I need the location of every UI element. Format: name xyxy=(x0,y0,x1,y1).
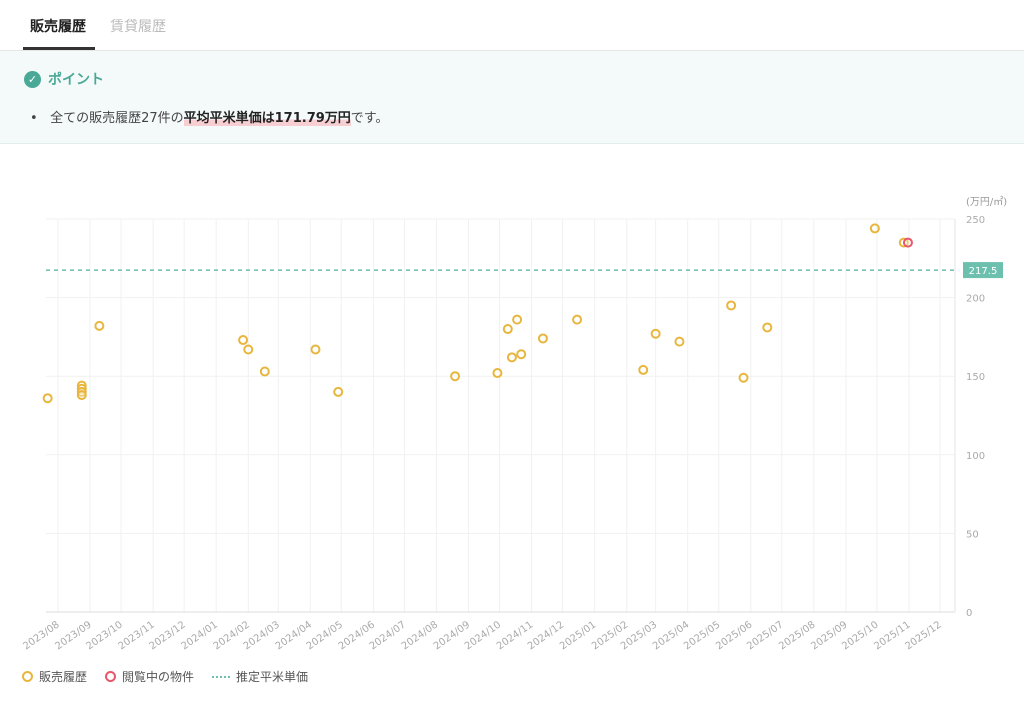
estimate-label-box xyxy=(963,262,1003,279)
sales-point xyxy=(243,344,254,355)
sales-point xyxy=(650,328,661,339)
sales-point xyxy=(94,320,105,331)
sales-point xyxy=(537,333,548,344)
point-text-before: 全ての販売履歴27件の xyxy=(50,111,184,126)
legend-item-viewing[interactable]: 閲覧中の物件 xyxy=(105,668,194,685)
sales-point xyxy=(310,344,321,355)
viewing-property-point xyxy=(902,237,913,248)
sales-point xyxy=(726,300,737,311)
tab-rental-history[interactable]: 賃貸履歴 xyxy=(110,19,166,35)
point-title: ポイント xyxy=(48,72,104,88)
sales-point xyxy=(638,364,649,375)
check-circle-icon: ✓ xyxy=(24,70,41,88)
tab-bar: 販売履歴 賃貸履歴 xyxy=(0,0,1024,51)
legend: 販売履歴 閲覧中の物件 推定平米単価 xyxy=(22,668,326,685)
sales-point xyxy=(42,393,53,404)
sales-point xyxy=(238,335,249,346)
sales-point xyxy=(506,352,517,363)
y-axis-unit: (万円/㎡) xyxy=(966,196,1007,208)
tab-sales-history[interactable]: 販売履歴 xyxy=(30,19,86,35)
y-tick-label: 50 xyxy=(966,529,979,540)
y-tick-label: 100 xyxy=(966,451,985,462)
sales-point xyxy=(674,336,685,347)
point-text: • 全ての販売履歴27件の平均平米単価は171.79万円です。 xyxy=(30,111,389,126)
sales-point xyxy=(502,324,513,335)
legend-item-sales[interactable]: 販売履歴 xyxy=(22,668,87,685)
active-tab-indicator xyxy=(23,47,95,50)
y-tick-label: 200 xyxy=(966,294,985,305)
point-header: ✓ ポイント xyxy=(24,69,104,89)
circle-icon xyxy=(22,671,33,682)
dashed-line-icon xyxy=(212,675,231,678)
sales-point xyxy=(259,366,270,377)
y-tick-label: 250 xyxy=(966,215,985,226)
sales-point xyxy=(333,386,344,397)
sales-point xyxy=(76,390,87,401)
legend-label: 推定平米単価 xyxy=(236,670,309,684)
circle-icon xyxy=(105,671,117,682)
sales-point xyxy=(572,314,583,325)
sales-point xyxy=(492,368,503,379)
sales-point xyxy=(516,349,527,360)
sales-point xyxy=(762,322,773,333)
legend-item-estimate[interactable]: 推定平米単価 xyxy=(212,668,308,685)
sales-point xyxy=(450,371,461,382)
point-text-after: です。 xyxy=(350,111,389,126)
legend-label: 販売履歴 xyxy=(39,670,88,684)
sales-point xyxy=(869,223,880,234)
sales-point xyxy=(512,314,523,325)
point-highlight: 平均平米単価は171.79万円 xyxy=(183,111,351,126)
point-panel: ✓ ポイント • 全ての販売履歴27件の平均平米単価は171.79万円です。 xyxy=(0,51,1024,144)
sales-point xyxy=(738,372,749,383)
y-tick-label: 0 xyxy=(966,608,972,619)
legend-label: 閲覧中の物件 xyxy=(122,670,195,684)
y-tick-label: 150 xyxy=(966,372,985,383)
estimate-label: 217.5 xyxy=(969,266,998,277)
